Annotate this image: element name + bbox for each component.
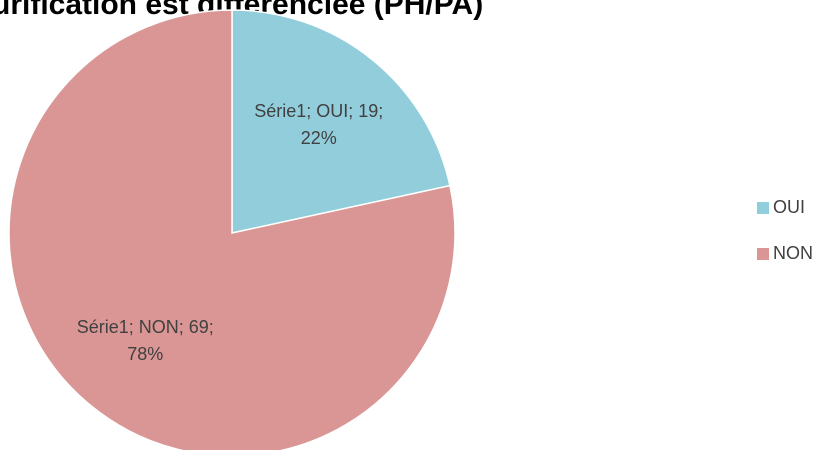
legend-label: NON — [773, 243, 813, 263]
pie-slice — [231, 9, 451, 234]
pie-slice — [8, 9, 456, 450]
data-label: Série1; OUI; 19; 22% — [254, 101, 384, 149]
legend-label: OUI — [773, 197, 805, 217]
legend-swatch — [757, 248, 769, 260]
data-label: Série1; NON; 69; 78% — [76, 316, 214, 364]
legend-swatch — [757, 202, 769, 214]
